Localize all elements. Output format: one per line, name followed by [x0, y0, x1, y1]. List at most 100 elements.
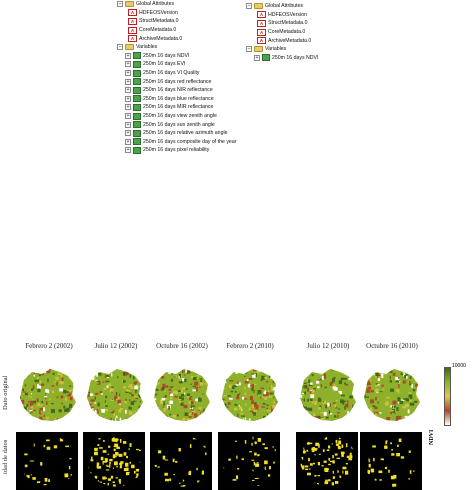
expand-icon[interactable]: +: [125, 78, 131, 85]
tree-node-variable[interactable]: +250m 16 days relative azimuth angle: [125, 129, 236, 138]
quality-mask-map: [218, 432, 280, 490]
tree-node-attribute[interactable]: A HDFEOSVersion: [128, 9, 236, 18]
expand-icon[interactable]: +: [125, 147, 131, 154]
expand-icon[interactable]: +: [125, 121, 131, 128]
column-title: Julio 12 (2002): [94, 342, 138, 350]
tree-node-variables[interactable]: − Variables: [117, 43, 236, 52]
tree-node-attribute[interactable]: A StructMetadata.0: [257, 19, 318, 28]
attribute-icon: A: [257, 11, 266, 19]
ndvi-map: [87, 369, 143, 421]
tree-node-label: 250m 16 days NDVI: [272, 54, 319, 61]
ndvi-figure: Febrero 2 (2002) Julio 12 (2002) Octubre…: [0, 340, 474, 490]
tree-node-label: 250m 16 days NIR reflectance: [143, 87, 213, 94]
tree-node-variable[interactable]: +250m 16 days composite day of the year: [125, 138, 236, 147]
variable-icon: [133, 86, 141, 94]
variable-icon: [262, 54, 270, 62]
ndvi-map: [300, 369, 356, 421]
hdf-tree-left: − Global Attributes A HDFEOSVersion A Struc…: [117, 0, 236, 155]
quality-mask-map: [150, 432, 212, 490]
variable-icon: [133, 146, 141, 154]
variable-icon: [133, 69, 141, 77]
hdf-tree-right: − Global Attributes A HDFEOSVersion A Struc…: [246, 2, 318, 62]
attribute-icon: A: [128, 35, 137, 43]
tree-node-attribute[interactable]: A CoreMetadata.0: [257, 28, 318, 37]
tree-node-label: HDFEOSVersion: [139, 9, 178, 16]
tree-node-variable[interactable]: +250m 16 days blue reflectance: [125, 95, 236, 104]
attribute-icon: A: [257, 28, 266, 36]
tree-node-variable[interactable]: +250m 16 days MIR reflectance: [125, 103, 236, 112]
tree-node-variable[interactable]: +250m 16 days NDVI: [125, 52, 236, 61]
tree-node-attribute[interactable]: A StructMetadata.0: [128, 17, 236, 26]
row-label: idad de datos: [2, 439, 9, 474]
attribute-icon: A: [128, 17, 137, 25]
tree-node-attribute[interactable]: A HDFEOSVersion: [257, 11, 318, 20]
tree-node-label: 250m 16 days blue reflectance: [143, 95, 214, 102]
attribute-icon: A: [128, 26, 137, 34]
expand-icon[interactable]: +: [125, 113, 131, 120]
ndvi-map: [222, 369, 278, 421]
tree-node-label: 250m 16 days red reflectance: [143, 78, 212, 85]
tree-node-label: CoreMetadata.0: [268, 29, 306, 36]
variable-icon: [133, 95, 141, 103]
tree-node-label: CoreMetadata.0: [139, 27, 177, 34]
variable-icon: [133, 138, 141, 146]
attribute-icon: A: [257, 19, 266, 27]
ndvi-map: [20, 369, 76, 421]
expand-icon[interactable]: +: [125, 87, 131, 94]
folder-icon: [125, 1, 134, 8]
collapse-icon[interactable]: −: [246, 46, 252, 53]
column-title: Febrero 2 (2010): [226, 342, 274, 350]
expand-icon[interactable]: +: [125, 130, 131, 137]
collapse-icon[interactable]: −: [246, 3, 252, 10]
tree-node-label: ArchiveMetadata.0: [268, 37, 312, 44]
folder-icon: [254, 46, 263, 53]
tree-node-variable[interactable]: +250m 16 days NDVI: [254, 54, 318, 63]
variable-icon: [133, 52, 141, 60]
tree-node-variable[interactable]: +250m 16 days red reflectance: [125, 77, 236, 86]
column-title: Octubre 16 (2002): [156, 342, 208, 350]
colorbar-max-label: 10000: [452, 363, 466, 369]
tree-node-variable[interactable]: +250m 16 days pixel reliability: [125, 146, 236, 155]
tree-node-label: 250m 16 days view zenith angle: [143, 113, 217, 120]
tree-node-attribute[interactable]: A ArchiveMetadata.0: [128, 34, 236, 43]
expand-icon[interactable]: +: [125, 70, 131, 77]
tree-node-label: 250m 16 days EVI: [143, 61, 186, 68]
tree-node-variable[interactable]: +250m 16 days view zenith angle: [125, 112, 236, 121]
tree-node-variable[interactable]: +250m 16 days VI Quality: [125, 69, 236, 78]
column-title: Febrero 2 (2002): [25, 342, 73, 350]
tree-node-label: 250m 16 days NDVI: [143, 52, 190, 59]
collapse-icon[interactable]: −: [117, 44, 123, 51]
tree-node-variables[interactable]: − Variables: [246, 45, 318, 54]
ndvi-map: [364, 369, 420, 421]
colorbar-title: NDVI: [429, 429, 435, 445]
tree-node-variable[interactable]: +250m 16 days NIR reflectance: [125, 86, 236, 95]
quality-mask-map: [83, 432, 145, 490]
tree-node-attribute[interactable]: A CoreMetadata.0: [128, 26, 236, 35]
column-title: Julio 12 (2010): [306, 342, 350, 350]
expand-icon[interactable]: +: [125, 95, 131, 102]
tree-node-variable[interactable]: +250m 16 days EVI: [125, 60, 236, 69]
expand-icon[interactable]: +: [254, 54, 260, 61]
tree-node-attribute[interactable]: A ArchiveMetadata.0: [257, 36, 318, 45]
variable-icon: [133, 112, 141, 120]
tree-node-label: Global Attributes: [265, 3, 304, 10]
expand-icon[interactable]: +: [125, 61, 131, 68]
tree-node-label: 250m 16 days sun zenith angle: [143, 121, 215, 128]
ndvi-colorbar: [444, 367, 451, 426]
folder-icon: [254, 3, 263, 10]
quality-mask-map: [360, 432, 422, 490]
collapse-icon[interactable]: −: [117, 1, 123, 8]
expand-icon[interactable]: +: [125, 104, 131, 111]
quality-mask-map: [296, 432, 358, 490]
ndvi-map: [154, 369, 210, 421]
expand-icon[interactable]: +: [125, 52, 131, 59]
variable-icon: [133, 129, 141, 137]
variable-icon: [133, 78, 141, 86]
tree-node-global-attributes[interactable]: − Global Attributes: [246, 2, 318, 11]
tree-node-label: 250m 16 days relative azimuth angle: [143, 130, 228, 137]
tree-node-label: 250m 16 days VI Quality: [143, 70, 200, 77]
expand-icon[interactable]: +: [125, 138, 131, 145]
tree-node-variable[interactable]: +250m 16 days sun zenith angle: [125, 120, 236, 129]
quality-mask-map: [16, 432, 78, 490]
tree-node-global-attributes[interactable]: − Global Attributes: [117, 0, 236, 9]
